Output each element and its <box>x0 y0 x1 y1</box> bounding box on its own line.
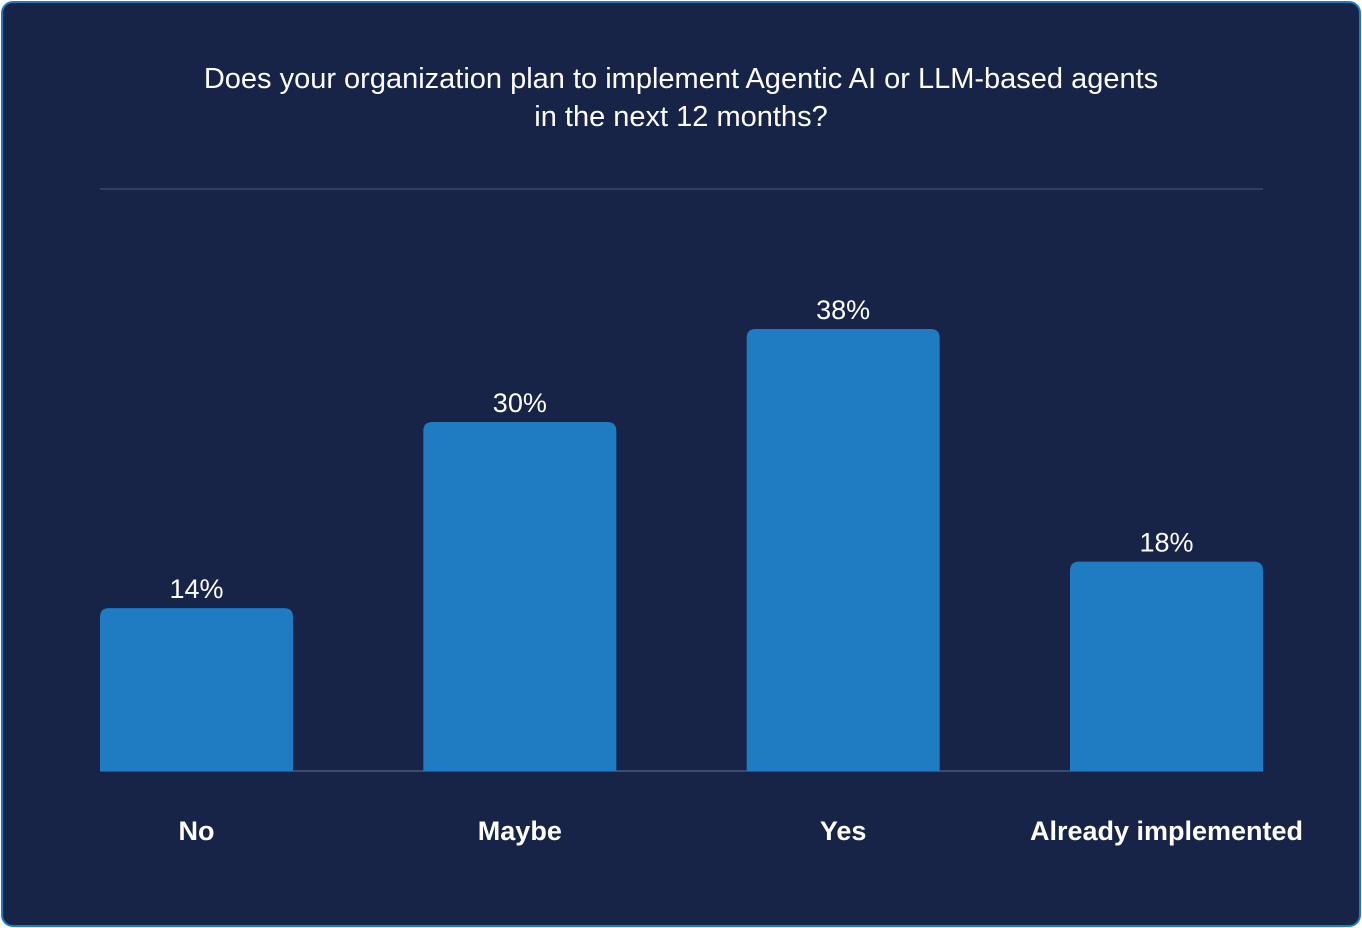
chart-title-line-1: Does your organization plan to implement… <box>203 63 1159 95</box>
bar-no <box>100 608 293 771</box>
bar-maybe <box>423 422 617 771</box>
data-label: 30% <box>493 388 547 418</box>
data-label: 38% <box>816 295 870 325</box>
chart-title-line-2: in the next 12 months? <box>534 101 828 133</box>
category-label: Maybe <box>478 816 562 846</box>
chart-title: Does your organization plan to implement… <box>0 60 1362 136</box>
data-label: 14% <box>169 574 223 604</box>
category-label: Yes <box>820 816 867 846</box>
data-label: 18% <box>1139 528 1193 558</box>
bar-yes <box>746 329 940 771</box>
category-label: Already implemented <box>1030 816 1303 846</box>
bar-already-implemented <box>1070 561 1263 771</box>
category-label: No <box>179 816 215 846</box>
